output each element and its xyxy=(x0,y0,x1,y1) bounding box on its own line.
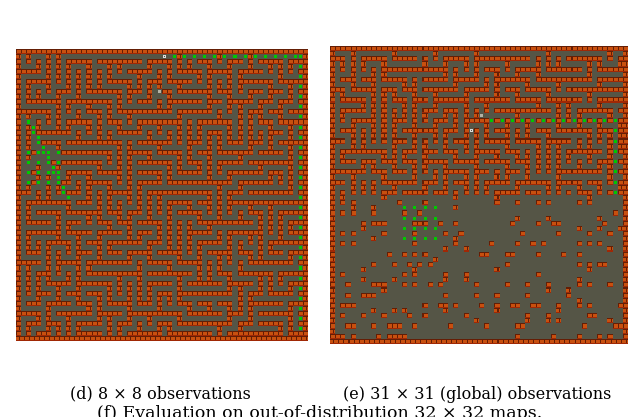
Text: (d) 8 × 8 observations: (d) 8 × 8 observations xyxy=(70,386,250,403)
Text: (f) Evaluation on out-of-distribution 32 × 32 maps.: (f) Evaluation on out-of-distribution 32… xyxy=(97,405,543,417)
Text: (e) 31 × 31 (global) observations: (e) 31 × 31 (global) observations xyxy=(342,386,611,403)
